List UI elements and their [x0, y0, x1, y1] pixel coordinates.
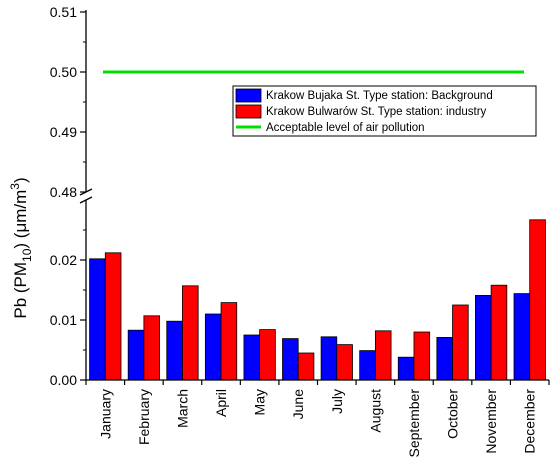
bar-industry-may	[259, 329, 276, 381]
legend: Krakow Bujaka St. Type station: Backgrou…	[232, 85, 537, 137]
y-axis-title: Pb (PM10) (μm/m3)	[8, 177, 34, 318]
bar-background-october	[436, 336, 453, 381]
legend-label-background: Krakow Bujaka St. Type station: Backgrou…	[266, 90, 493, 102]
x-tick-label-march: March	[174, 389, 190, 428]
bar-industry-october	[452, 304, 469, 381]
bar-industry-april	[220, 302, 238, 381]
bar-industry-august	[374, 330, 392, 381]
plot-area: 0.00 0.01 0.02 0.48 0.49 0.50 0.51 January Febru…	[50, 4, 550, 458]
bar-background-may	[243, 334, 261, 381]
bar-industry-july	[336, 344, 353, 381]
x-tick-label-december: December	[522, 389, 538, 454]
x-tick-label-april: April	[213, 389, 229, 417]
legend-box	[232, 85, 537, 137]
legend-label-acceptable-level: Acceptable level of air pollution	[266, 122, 425, 134]
bar-industry-june	[297, 352, 315, 381]
bar-background-march	[166, 320, 183, 381]
bar-industry-november	[490, 284, 508, 381]
y-tick-label-0.50: 0.50	[50, 64, 77, 80]
bar-industry-january	[104, 252, 122, 381]
bar-industry-february	[143, 315, 160, 381]
y-tick-label-0.02: 0.02	[50, 252, 77, 268]
x-tick-label-february: February	[136, 389, 152, 445]
y-tick-label-0.01: 0.01	[50, 312, 77, 328]
bar-background-july	[320, 336, 338, 381]
svg-text:Pb (PM10) (μm/m3): Pb (PM10) (μm/m3)	[8, 177, 34, 318]
bar-industry-september	[413, 331, 431, 381]
x-tick-label-september: September	[406, 389, 422, 458]
bar-background-february	[127, 329, 145, 381]
bar-background-november	[475, 294, 492, 381]
y-tick-label-0.51: 0.51	[50, 4, 77, 20]
x-tick-label-august: August	[367, 389, 383, 433]
bar-background-june	[282, 338, 299, 381]
bar-industry-march	[182, 285, 199, 381]
x-tick-label-october: October	[445, 389, 461, 439]
x-tick-label-november: November	[483, 389, 499, 454]
bar-background-january	[89, 258, 106, 381]
y-tick-label-0.49: 0.49	[50, 124, 77, 140]
legend-label-industry: Krakow Bulwarów St. Type station: indust…	[266, 106, 487, 118]
x-tick-label-may: May	[252, 389, 268, 415]
x-tick-label-july: July	[329, 389, 345, 414]
bar-background-april	[204, 313, 222, 381]
bar-background-september	[397, 356, 415, 381]
axis-break-mark-lower	[79, 196, 93, 204]
y-tick-label-0.48: 0.48	[50, 184, 77, 200]
bar-background-august	[359, 350, 376, 381]
x-tick-label-january: January	[97, 389, 113, 439]
legend-swatch-industry	[235, 104, 262, 119]
bar-industry-december	[529, 219, 546, 381]
bar-background-december	[513, 293, 531, 381]
y-tick-label-0.00: 0.00	[50, 372, 77, 388]
x-tick-label-june: June	[290, 389, 306, 420]
legend-swatch-background	[235, 88, 262, 103]
